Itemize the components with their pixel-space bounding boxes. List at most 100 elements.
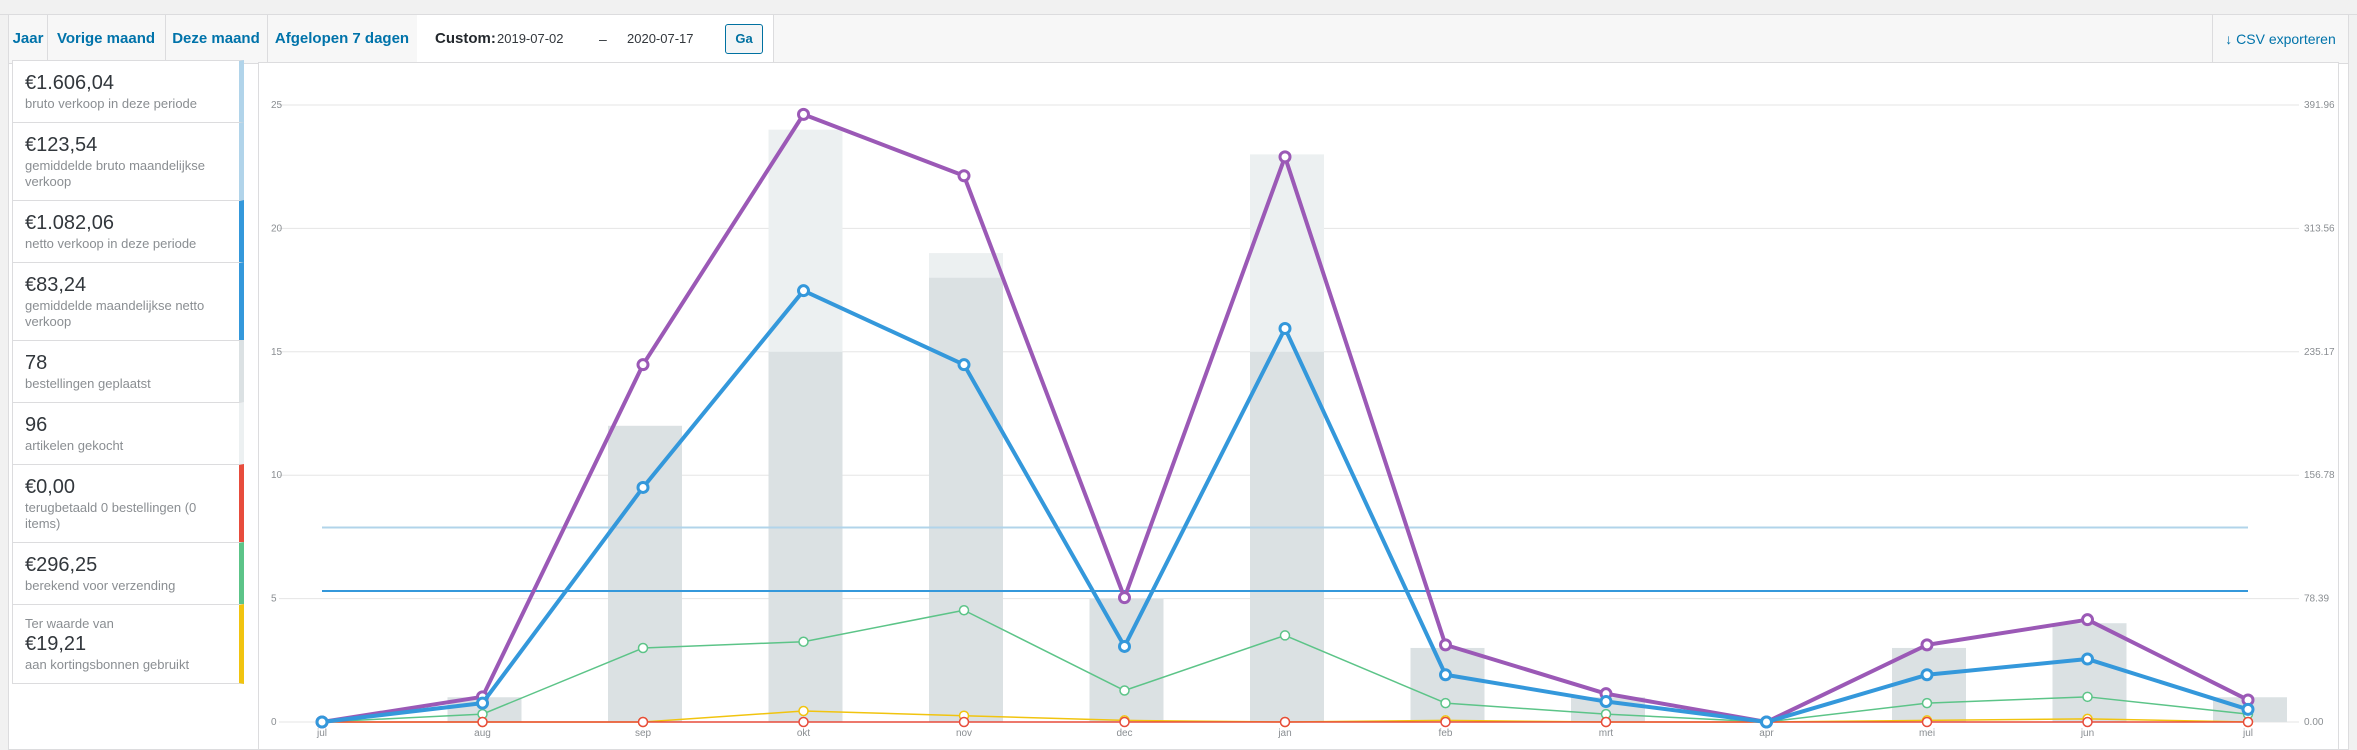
sales-chart: 0 5 10 15 20 25 0.00 78.39 156.78 235.17 313.56 391… (258, 62, 2339, 750)
data-point (1440, 697, 1451, 709)
date-range-toolbar: Jaar Vorige maand Deze maand Afgelopen 7… (9, 15, 2348, 64)
x-tick-label: jan (1277, 728, 1291, 739)
x-tick-label: mrt (1599, 728, 1614, 739)
data-point (636, 480, 650, 494)
go-button[interactable]: Ga (725, 24, 763, 54)
bar (929, 277, 1003, 722)
csv-export-button[interactable]: ↓ CSV exporteren (2212, 15, 2348, 63)
data-point (636, 358, 650, 372)
y-left-tick-label: 0 (271, 717, 277, 728)
legend-item-coupons[interactable]: Ter waarde van €19,21 aan kortingsbonnen… (12, 604, 244, 684)
data-point (1278, 150, 1292, 164)
legend-desc: netto verkoop in deze periode (25, 236, 197, 251)
data-point (1599, 695, 1613, 709)
data-point (1278, 321, 1292, 335)
y-right-tick-label: 391.96 (2304, 100, 2335, 111)
x-tick-label: jun (2080, 728, 2094, 739)
legend-item-orders[interactable]: 78 bestellingen geplaatst (12, 340, 244, 403)
data-point (1279, 716, 1291, 728)
data-point (958, 604, 970, 616)
bar (1892, 647, 1966, 722)
legend-desc: gemiddelde maandelijkse netto verkoop (25, 298, 205, 329)
data-point (477, 716, 488, 728)
x-tick-label: feb (1439, 728, 1453, 739)
date-separator: – (599, 31, 607, 47)
legend-item-refunds[interactable]: €0,00 terugbetaald 0 bestellingen (0 ite… (12, 464, 244, 543)
y-right-tick-label: 78.39 (2304, 594, 2329, 605)
data-point (476, 696, 489, 710)
x-tick-label: dec (1116, 728, 1132, 739)
range-last-7-days-link[interactable]: Afgelopen 7 dagen (267, 15, 418, 63)
data-point (1119, 685, 1130, 696)
legend-item-net-sales[interactable]: €1.082,06 netto verkoop in deze periode (12, 200, 244, 263)
x-tick-label: jul (2242, 728, 2253, 739)
data-point (2081, 652, 2094, 666)
y-left-tick-label: 5 (271, 594, 277, 605)
legend-value: €0,00 (25, 476, 76, 498)
data-point (1440, 716, 1451, 728)
bar (1250, 351, 1324, 722)
legend-desc: gemiddelde bruto maandelijkse verkoop (25, 158, 205, 189)
legend-value: €83,24 (25, 274, 87, 296)
legend-item-gross-sales[interactable]: €1.606,04 bruto verkoop in deze periode (12, 60, 244, 123)
csv-export-label: CSV exporteren (2236, 31, 2336, 47)
legend-value: 78 (25, 352, 48, 374)
legend-value: 96 (25, 414, 48, 436)
data-point (957, 169, 971, 183)
y-right-tick-label: 235.17 (2304, 347, 2335, 358)
x-tick-label: nov (956, 728, 972, 739)
legend-item-avg-net-sales[interactable]: €83,24 gemiddelde maandelijkse netto ver… (12, 262, 244, 341)
y-left-tick-label: 25 (271, 100, 283, 111)
data-point (1119, 716, 1130, 728)
y-right-tick-label: 156.78 (2304, 470, 2335, 481)
data-point (1760, 715, 1773, 729)
legend-item-items[interactable]: 96 artikelen gekocht (12, 402, 244, 465)
data-point (2081, 613, 2094, 627)
data-point (1600, 716, 1612, 728)
data-point (1920, 638, 1934, 652)
data-point (637, 642, 649, 654)
data-point (798, 705, 809, 717)
data-point (315, 715, 329, 729)
data-point (1921, 697, 1933, 709)
legend-desc: aan kortingsbonnen gebruikt (25, 657, 190, 672)
custom-label: Custom: (435, 30, 496, 47)
bar (768, 351, 843, 722)
bar (608, 425, 682, 722)
legend-item-shipping[interactable]: €296,25 berekend voor verzending (12, 542, 244, 605)
x-tick-label: aug (474, 728, 491, 739)
data-point (1920, 668, 1934, 682)
range-last-month-link[interactable]: Vorige maand (47, 15, 166, 63)
data-point (797, 284, 810, 298)
legend-item-avg-gross-sales[interactable]: €123,54 gemiddelde bruto maandelijkse ve… (12, 122, 244, 201)
range-year-link[interactable]: Jaar (9, 15, 48, 63)
data-point (797, 107, 810, 121)
legend-value: €19,21 (25, 633, 87, 655)
x-tick-label: apr (1759, 728, 1774, 739)
x-tick-label: okt (797, 728, 811, 739)
bar (2052, 623, 2127, 722)
legend-value: €1.606,04 (25, 72, 114, 94)
y-right-tick-label: 0.00 (2304, 717, 2324, 728)
start-date-input[interactable]: 2019-07-02 (497, 31, 564, 46)
chart-legend: €1.606,04 bruto verkoop in deze periode … (12, 60, 244, 684)
legend-value: €1.082,06 (25, 212, 114, 234)
legend-value: €296,25 (25, 554, 98, 576)
data-point (798, 716, 809, 728)
end-date-input[interactable]: 2020-07-17 (627, 31, 694, 46)
y-left-tick-label: 20 (271, 223, 283, 234)
range-this-month-link[interactable]: Deze maand (165, 15, 268, 63)
data-point (2082, 691, 2093, 703)
legend-prefix: Ter waarde van (25, 616, 114, 631)
legend-desc: berekend voor verzending (25, 578, 176, 593)
data-point (637, 716, 649, 728)
data-point (2082, 716, 2093, 728)
legend-desc: bruto verkoop in deze periode (25, 96, 198, 111)
y-left-tick-label: 10 (271, 470, 283, 481)
data-point (957, 358, 971, 372)
data-point (798, 636, 809, 647)
data-point (958, 716, 970, 728)
data-point (1279, 630, 1291, 641)
legend-desc: terugbetaald 0 bestellingen (0 items) (25, 500, 197, 531)
x-tick-label: jul (316, 728, 327, 739)
